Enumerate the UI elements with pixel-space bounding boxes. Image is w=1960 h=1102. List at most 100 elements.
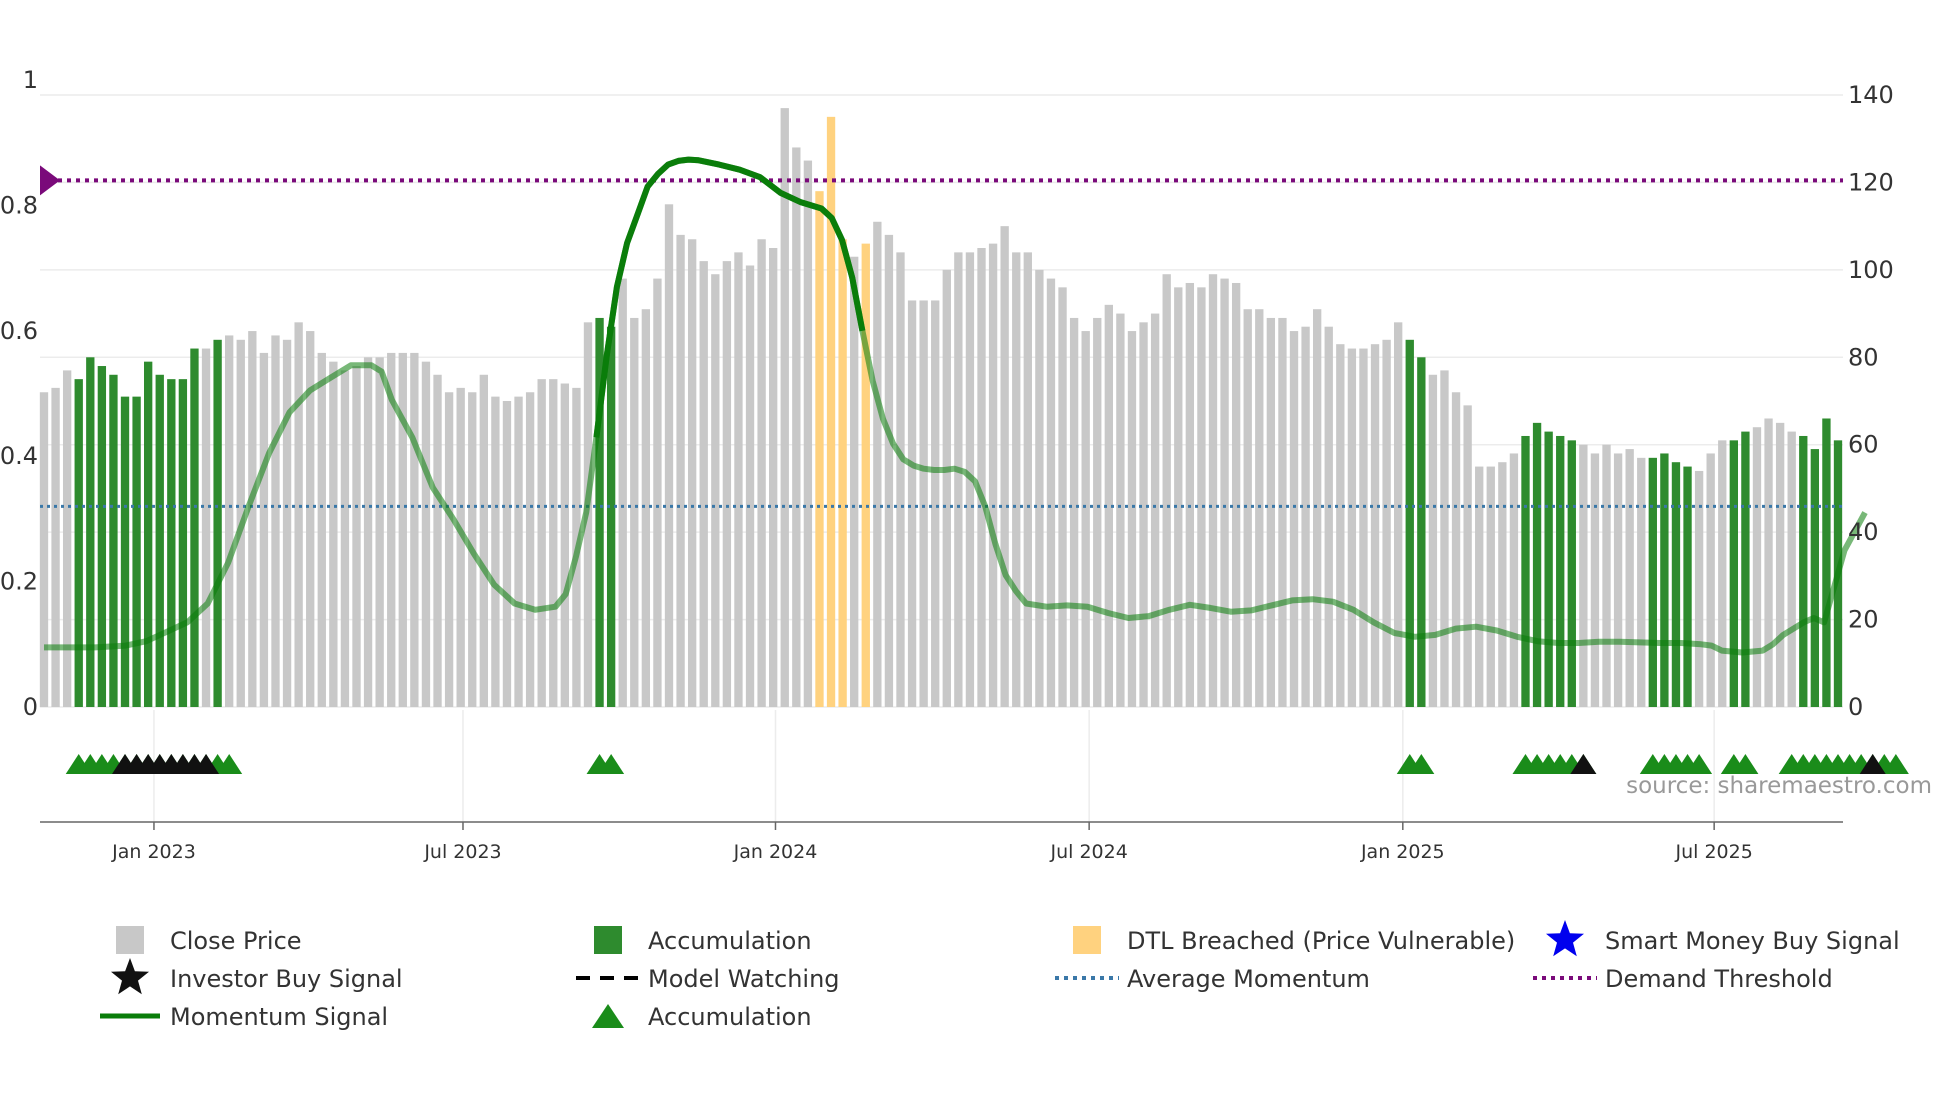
close-price-bar — [502, 401, 512, 707]
close-price-bar — [1428, 374, 1438, 707]
legend-accumulation-triangle-icon — [592, 1004, 624, 1028]
close-price-bar — [803, 160, 813, 708]
close-price-bar — [664, 204, 674, 708]
close-price-bar — [1324, 326, 1333, 707]
close-price-bar — [687, 239, 697, 707]
left-axis-tick-label: 0 — [23, 693, 38, 721]
close-price-bar — [653, 278, 662, 707]
close-price-bar — [1764, 418, 1773, 707]
close-price-bar — [1463, 405, 1472, 707]
close-price-bar — [1347, 348, 1357, 707]
accumulation-bar — [86, 357, 95, 707]
close-price-bar — [398, 352, 407, 707]
accumulation-triangle — [1408, 754, 1435, 774]
close-price-bar — [1613, 453, 1623, 707]
close-price-bar — [1787, 431, 1796, 707]
accumulation-bar — [1532, 422, 1542, 707]
dtl-breached-bar — [838, 239, 847, 707]
x-axis-tick-label: Jul 2023 — [423, 841, 501, 863]
close-price-bar — [711, 274, 720, 707]
close-price-bar — [1706, 453, 1715, 707]
close-price-bar — [1336, 344, 1345, 707]
accumulation-bar — [97, 366, 107, 707]
legend-label: Model Watching — [648, 965, 840, 993]
close-price-bar — [1046, 278, 1056, 707]
right-axis-tick-label: 80 — [1848, 343, 1879, 371]
close-price-bar — [1752, 427, 1762, 707]
close-price-bar — [560, 383, 570, 707]
close-price-bar — [1185, 282, 1195, 707]
momentum-signal-strong — [593, 156, 866, 438]
accumulation-bar — [1822, 418, 1831, 707]
close-price-bar — [306, 331, 315, 707]
close-price-bar — [699, 261, 708, 707]
close-price-bar — [722, 261, 732, 707]
legend-label: Smart Money Buy Signal — [1605, 927, 1900, 955]
accumulation-triangle — [598, 754, 625, 774]
close-price-bar — [514, 396, 523, 707]
close-price-bar — [850, 256, 859, 707]
accumulation-triangle — [216, 754, 243, 774]
accumulation-bar — [1810, 449, 1820, 707]
close-price-bar — [549, 379, 558, 707]
close-price-bar — [225, 335, 234, 707]
close-price-bar — [896, 252, 905, 707]
close-price-bar — [1289, 331, 1299, 707]
close-price-bar — [259, 352, 269, 707]
accumulation-bar — [1417, 357, 1426, 707]
close-price-bar — [1509, 453, 1519, 707]
close-price-bar — [1012, 252, 1021, 707]
legend-accumulation-swatch — [594, 926, 622, 954]
close-price-bar — [421, 361, 431, 707]
close-price-bar — [1301, 326, 1310, 707]
close-price-bar — [630, 317, 639, 707]
close-price-bar — [1220, 278, 1229, 707]
accumulation-bar — [190, 348, 199, 707]
legend-label: DTL Breached (Price Vulnerable) — [1127, 927, 1515, 955]
close-price-bar — [375, 357, 384, 707]
close-price-bar — [282, 339, 292, 707]
accumulation-bar — [144, 361, 153, 707]
accumulation-bar — [1799, 435, 1808, 707]
accumulation-bar — [178, 379, 188, 707]
close-price-bar — [745, 265, 755, 707]
legend: Close Price Accumulation DTL Breached (Pri… — [100, 920, 1900, 1031]
close-price-bar — [1382, 339, 1391, 707]
close-price-bar — [1069, 317, 1079, 707]
momentum-group — [44, 156, 1868, 656]
close-price-bar — [1058, 287, 1067, 707]
close-price-bar — [769, 248, 778, 707]
left-axis-tick-label: 0.6 — [0, 317, 38, 345]
close-price-bar — [1035, 269, 1044, 707]
close-price-bar — [456, 387, 465, 707]
legend-label: Investor Buy Signal — [170, 965, 403, 993]
close-price-bar — [1243, 309, 1252, 707]
right-axis-tick-label: 140 — [1848, 81, 1894, 109]
close-price-bar — [1370, 344, 1380, 707]
x-axis-tick-label: Jan 2023 — [111, 841, 196, 863]
close-price-bar — [734, 252, 743, 707]
investor-buy-signal — [1570, 754, 1597, 774]
left-axis-tick-label: 0.4 — [0, 442, 38, 470]
close-price-bar — [1637, 457, 1646, 707]
left-axis-tick-label: 0.8 — [0, 191, 38, 219]
dtl-breached-bar — [861, 243, 870, 707]
accumulation-bar — [120, 396, 130, 707]
close-price-bar — [1625, 449, 1634, 707]
close-price-bar — [1278, 317, 1287, 707]
source-attribution: source: sharemaestro.com — [1626, 773, 1932, 799]
legend-dtl-swatch — [1073, 926, 1101, 954]
legend-close-price-swatch — [116, 926, 144, 954]
close-price-bar — [294, 322, 303, 707]
accumulation-bar — [109, 374, 118, 707]
right-axis-tick-label: 60 — [1848, 431, 1879, 459]
close-price-bar — [363, 357, 373, 707]
close-price-bar — [1475, 466, 1484, 707]
close-price-bar — [1093, 317, 1102, 707]
close-price-bar — [1590, 453, 1600, 707]
close-price-bar — [444, 392, 454, 707]
accumulation-bar — [1729, 440, 1738, 707]
accumulation-bar — [155, 374, 164, 707]
accumulation-triangle — [1732, 754, 1759, 774]
